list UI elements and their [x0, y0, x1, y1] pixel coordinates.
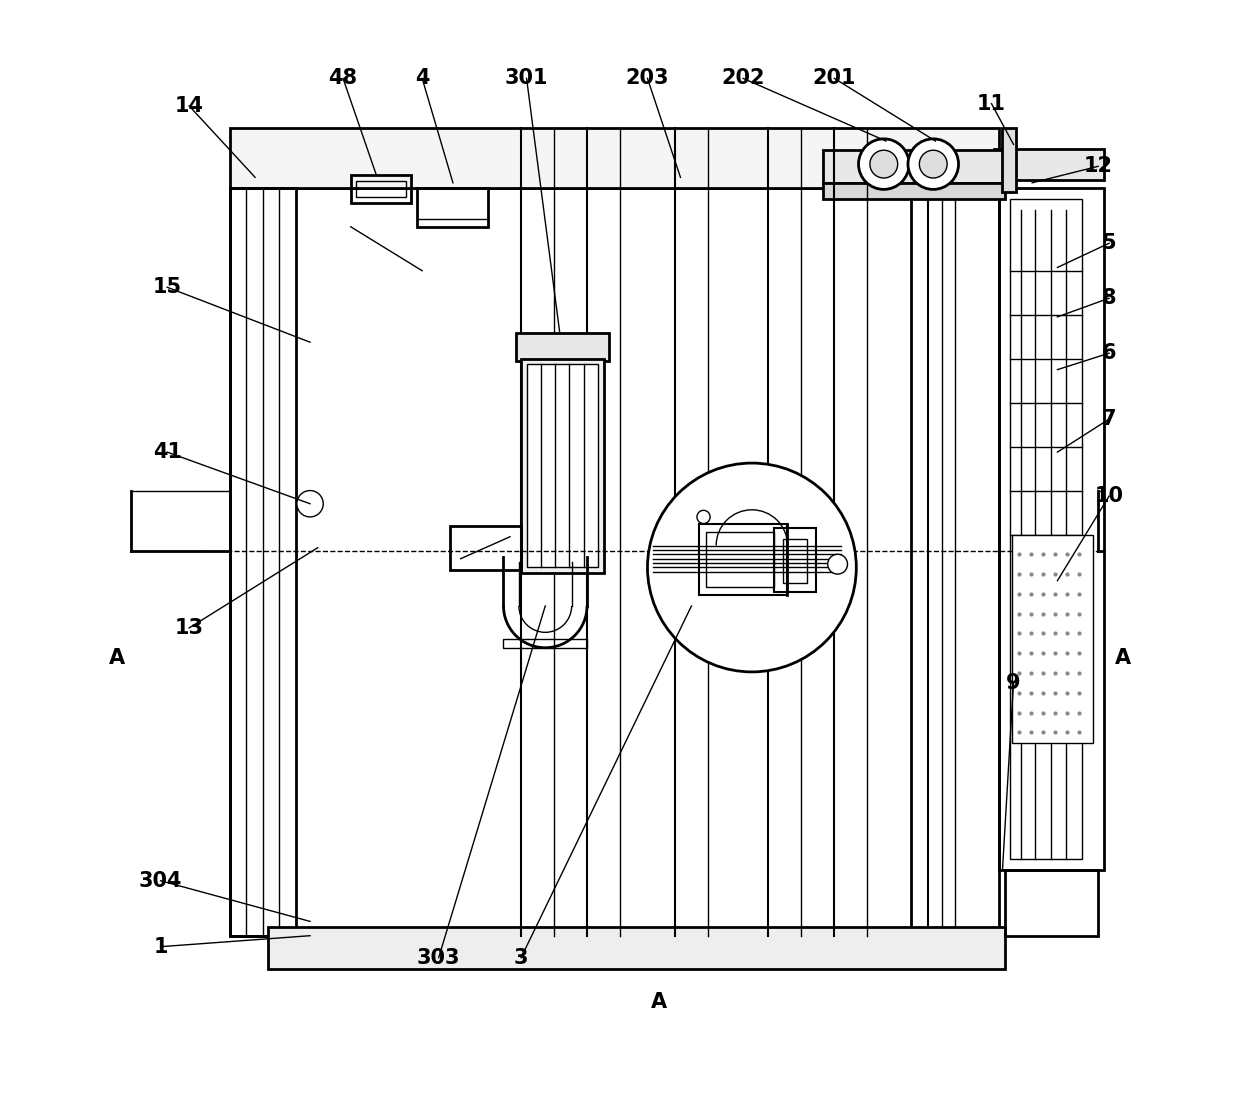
Bar — [1012, 534, 1092, 743]
Text: 203: 203 — [626, 68, 670, 88]
Text: 301: 301 — [505, 68, 548, 88]
Bar — [417, 188, 489, 227]
Bar — [823, 150, 1004, 183]
Circle shape — [828, 554, 847, 574]
Text: 8: 8 — [1102, 288, 1116, 308]
Text: 3: 3 — [513, 947, 528, 967]
Bar — [699, 523, 787, 595]
Bar — [268, 927, 1004, 968]
Text: 304: 304 — [139, 870, 182, 890]
Circle shape — [858, 139, 909, 189]
Text: 5: 5 — [1102, 234, 1116, 254]
Bar — [229, 128, 999, 188]
Text: 15: 15 — [153, 277, 182, 297]
Text: 4: 4 — [415, 68, 429, 88]
Text: 202: 202 — [722, 68, 765, 88]
Text: 7: 7 — [1102, 410, 1116, 430]
Bar — [782, 539, 807, 583]
Circle shape — [870, 150, 898, 178]
Text: A: A — [1115, 648, 1131, 668]
Bar — [527, 364, 598, 568]
Text: 10: 10 — [1095, 486, 1123, 506]
Text: 14: 14 — [175, 96, 203, 116]
Bar — [774, 528, 816, 592]
Bar — [993, 149, 1104, 179]
Bar — [1002, 128, 1016, 191]
Bar — [999, 188, 1104, 869]
Circle shape — [697, 511, 711, 523]
Bar — [1004, 869, 1099, 936]
Bar — [356, 180, 405, 197]
Circle shape — [908, 139, 959, 189]
Bar — [503, 639, 587, 648]
Text: 1: 1 — [154, 937, 167, 957]
Circle shape — [647, 463, 857, 672]
Circle shape — [296, 491, 324, 516]
Bar — [229, 188, 999, 936]
Bar — [1011, 199, 1081, 859]
Text: A: A — [651, 992, 667, 1012]
Bar — [229, 188, 296, 936]
Text: 11: 11 — [977, 93, 1006, 114]
Text: 13: 13 — [175, 618, 203, 638]
Text: 12: 12 — [1084, 156, 1112, 176]
Text: 201: 201 — [812, 68, 856, 88]
Text: 6: 6 — [1102, 343, 1116, 363]
Text: 41: 41 — [153, 442, 182, 462]
Text: 9: 9 — [1006, 673, 1021, 693]
Text: A: A — [109, 648, 125, 668]
Bar — [450, 525, 521, 570]
Bar — [516, 334, 609, 361]
Bar — [351, 175, 412, 203]
Bar — [521, 358, 604, 573]
Text: 48: 48 — [329, 68, 357, 88]
Circle shape — [919, 150, 947, 178]
Text: 303: 303 — [417, 947, 460, 967]
Bar — [823, 183, 1004, 199]
Bar — [706, 532, 774, 588]
